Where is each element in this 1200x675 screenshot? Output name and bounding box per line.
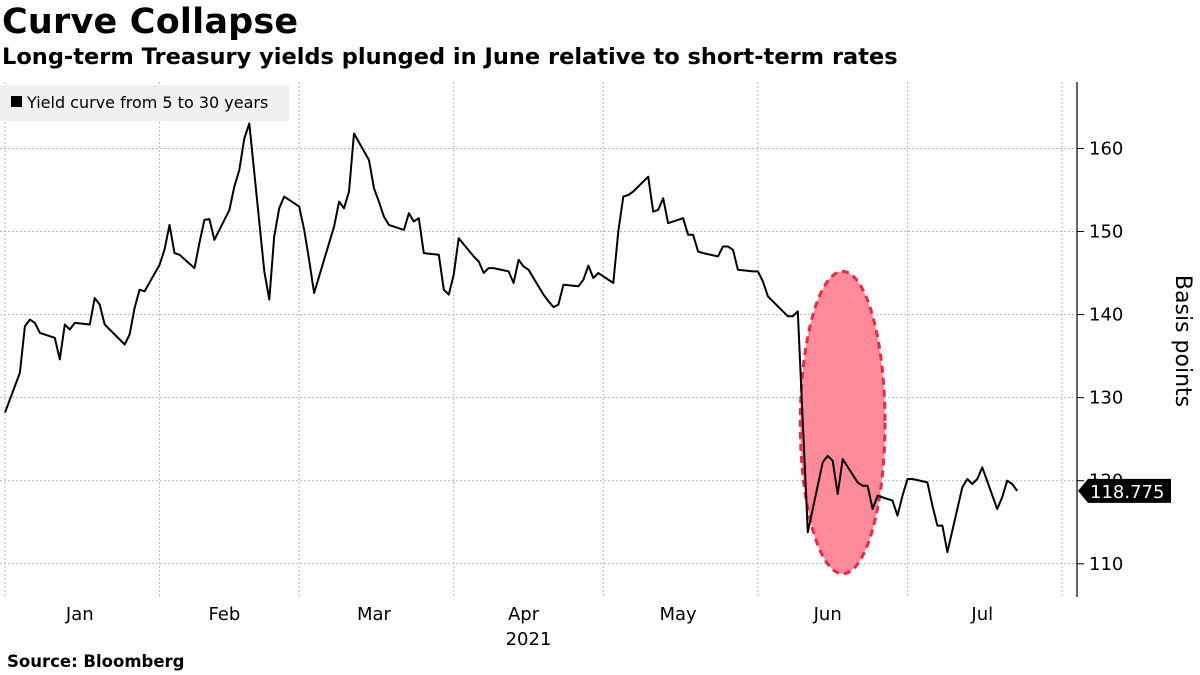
x-tick-label: Feb	[208, 604, 240, 625]
x-tick-label: May	[660, 604, 698, 625]
y-tick-label: 150	[1089, 222, 1123, 243]
x-tick-label: Jul	[970, 604, 993, 625]
june-plunge-highlight	[798, 269, 887, 576]
last-value-callout: 118.775	[1078, 478, 1171, 503]
series-line	[4, 122, 1019, 554]
x-tick-label: Jun	[813, 604, 842, 625]
grid-lines	[0, 82, 1077, 597]
y-axis: 110120130140150160Basis points	[1076, 82, 1195, 597]
y-tick-label: 130	[1089, 388, 1123, 409]
legend-swatch	[11, 96, 22, 107]
y-tick-label: 110	[1089, 554, 1123, 575]
x-tick-label: Mar	[357, 604, 392, 625]
chart-subtitle: Long-term Treasury yields plunged in Jun…	[2, 44, 898, 70]
y-axis-title: Basis points	[1170, 275, 1195, 407]
last-value-text: 118.775	[1090, 482, 1164, 503]
chart-title: Curve Collapse	[2, 2, 299, 42]
x-tick-label: Jan	[65, 604, 94, 625]
y-tick-label: 160	[1089, 138, 1123, 159]
highlight-region	[798, 269, 887, 576]
x-tick-label: Apr	[508, 604, 540, 625]
last-value-badge	[1078, 478, 1171, 503]
y-tick-label: 140	[1089, 305, 1123, 326]
legend-box	[0, 85, 289, 121]
source-note: Source: Bloomberg	[7, 652, 185, 671]
x-year-label: 2021	[506, 629, 552, 650]
legend-label: Yield curve from 5 to 30 years	[26, 93, 268, 112]
series-layer	[4, 122, 1019, 554]
legend: Yield curve from 5 to 30 years	[0, 85, 289, 121]
x-axis: Jan Feb Mar Apr May Jun Jul 2021	[65, 604, 993, 650]
